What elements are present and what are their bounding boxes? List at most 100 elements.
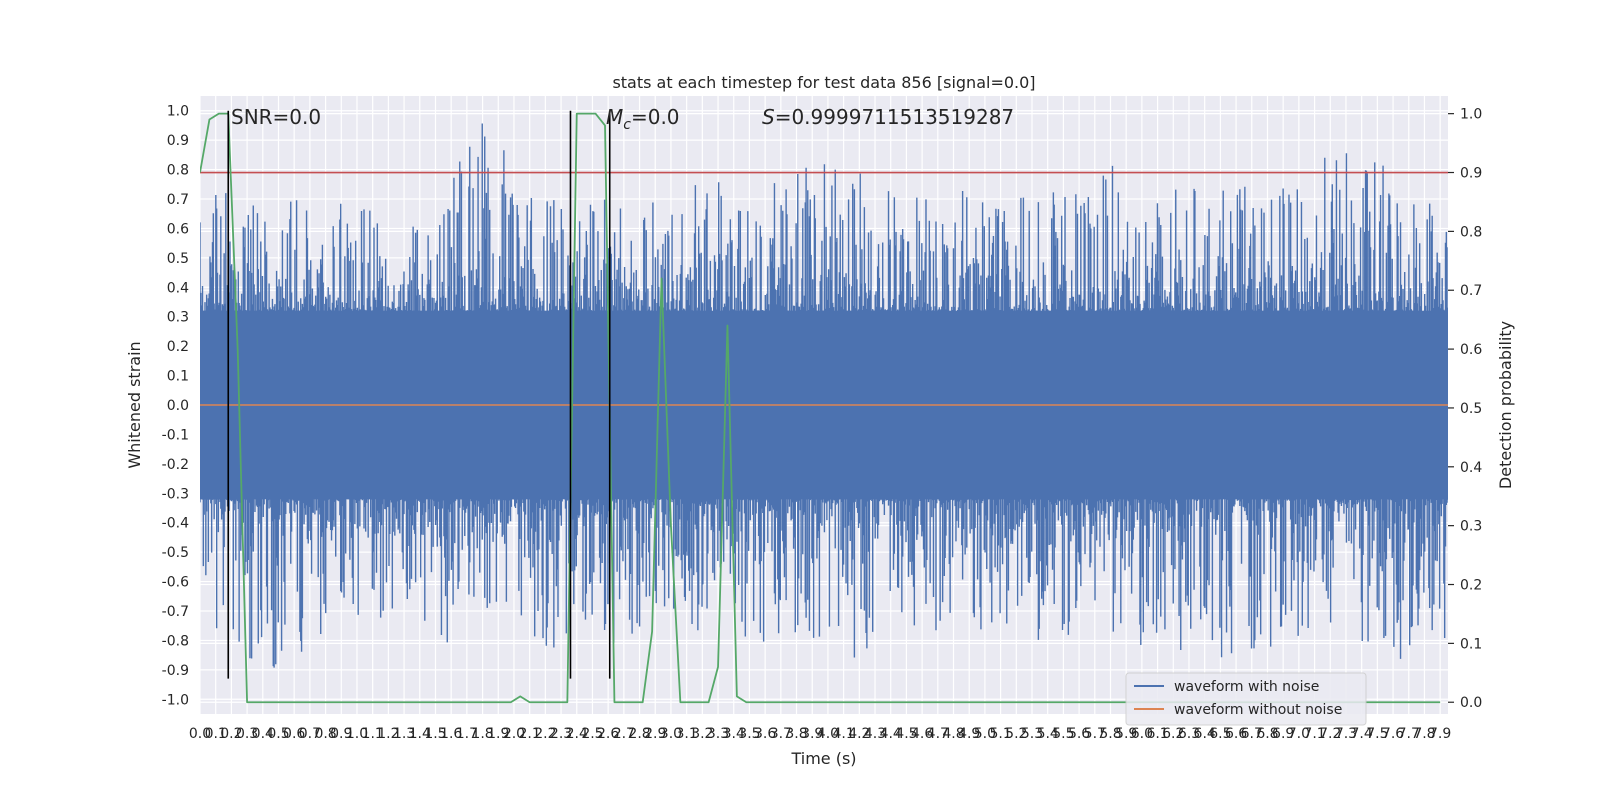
x-tick-label: 0.7	[299, 726, 321, 742]
x-tick-label: 7.3	[1335, 726, 1357, 742]
y-tick-label-left: 0.5	[167, 251, 189, 267]
x-tick-label: 5.1	[989, 726, 1011, 742]
x-tick-label: 3.7	[770, 726, 792, 742]
y-axis-left-ticks: 1.0 0.9 0.8 0.7 0.6 0.5 0.4 0.3 0.2 0.1 0.0 -0.1 -0.…	[162, 104, 189, 709]
x-tick-label: 4.0	[817, 726, 839, 742]
y-tick-label-right: 0.6	[1460, 342, 1482, 358]
x-tick-label: 2.3	[550, 726, 572, 742]
legend: waveform with noise waveform without noi…	[1125, 672, 1367, 726]
x-tick-label: 7.0	[1288, 726, 1310, 742]
x-tick-label: 2.1	[519, 726, 541, 742]
x-tick-label: 5.4	[1037, 726, 1059, 742]
y-tick-label-right: 0.2	[1460, 578, 1482, 594]
x-tick-label: 1.9	[487, 726, 509, 742]
x-tick-label: 3.1	[676, 726, 698, 742]
x-tick-label: 5.0	[974, 726, 996, 742]
x-tick-label: 4.6	[911, 726, 933, 742]
x-tick-label: 6.3	[1178, 726, 1200, 742]
x-tick-label: 7.8	[1413, 726, 1435, 742]
x-tick-label: 3.3	[707, 726, 729, 742]
y-tick-label-left: 0.7	[167, 192, 189, 208]
y-tick-label-right: 0.9	[1460, 166, 1482, 182]
legend-box	[1125, 672, 1367, 726]
y-tick-label-left: -0.3	[162, 486, 189, 502]
y-tick-label-right: 0.0	[1460, 695, 1482, 711]
x-tick-label: 2.9	[644, 726, 666, 742]
x-tick-label: 0.5	[267, 726, 289, 742]
x-tick-label: 2.2	[534, 726, 556, 742]
x-tick-label: 1.2	[377, 726, 399, 742]
x-tick-label: 0.2	[220, 726, 242, 742]
y-tick-label-left: -0.7	[162, 604, 189, 620]
y-tick-label-left: 0.6	[167, 221, 189, 237]
x-tick-label: 1.1	[362, 726, 384, 742]
x-tick-label: 1.8	[471, 726, 493, 742]
x-tick-label: 4.8	[942, 726, 964, 742]
x-tick-label: 7.4	[1351, 726, 1373, 742]
y-tick-label-left: 1.0	[167, 104, 189, 120]
y-tick-label-right: 0.1	[1460, 636, 1482, 652]
x-tick-label: 1.3	[393, 726, 415, 742]
x-tick-label: 6.4	[1194, 726, 1216, 742]
y-tick-label-right: 0.4	[1460, 460, 1482, 476]
y-tick-label-left: -0.4	[162, 516, 189, 532]
x-tick-label: 4.7	[927, 726, 949, 742]
y-tick-label-left: -0.6	[162, 575, 189, 591]
x-tick-label: 1.4	[409, 726, 431, 742]
marker-lines	[227, 110, 611, 679]
x-tick-label: 3.5	[738, 726, 760, 742]
y-tick-label-left: -0.5	[162, 545, 189, 561]
x-tick-label: 4.1	[832, 726, 854, 742]
x-tick-label: 2.6	[597, 726, 619, 742]
x-tick-label: 4.4	[880, 726, 902, 742]
x-tick-label: 7.6	[1382, 726, 1404, 742]
legend-label-without-noise: waveform without noise	[1174, 702, 1342, 718]
y-tick-label-left: 0.3	[167, 310, 189, 326]
y-tick-label-left: -0.8	[162, 633, 189, 649]
x-axis-label: Time (s)	[790, 749, 856, 768]
x-tick-label: 3.8	[785, 726, 807, 742]
x-tick-label: 6.1	[1146, 726, 1168, 742]
x-tick-label: 5.5	[1052, 726, 1074, 742]
x-tick-label: 7.5	[1366, 726, 1388, 742]
x-tick-label: 6.8	[1256, 726, 1278, 742]
x-tick-label: 4.9	[958, 726, 980, 742]
x-tick-label: 3.9	[801, 726, 823, 742]
x-tick-label: 4.2	[848, 726, 870, 742]
x-tick-label: 7.9	[1429, 726, 1451, 742]
x-tick-label: 0.4	[252, 726, 274, 742]
y-tick-label-left: 0.1	[167, 369, 189, 385]
x-tick-label: 7.7	[1398, 726, 1420, 742]
x-tick-label: 0.1	[205, 726, 227, 742]
x-tick-label: 2.7	[613, 726, 635, 742]
snr-annotation: SNR=0.0	[231, 105, 321, 129]
x-tick-label: 2.5	[581, 726, 603, 742]
score-annotation: S=0.9999711513519287	[762, 105, 1014, 129]
chart-title: stats at each timestep for test data 856…	[612, 73, 1035, 92]
y-tick-label-left: -1.0	[162, 692, 189, 708]
y-tick-label-left: 0.8	[167, 163, 189, 179]
y-tick-label-left: 0.4	[167, 280, 189, 296]
x-tick-label: 3.2	[691, 726, 713, 742]
y-tick-label-right: 0.5	[1460, 401, 1482, 417]
x-tick-label: 5.2	[1005, 726, 1027, 742]
x-tick-label: 4.5	[895, 726, 917, 742]
x-axis-ticks: 0.00.10.20.30.40.50.60.70.80.91.01.11.21…	[189, 726, 1451, 742]
x-tick-label: 3.6	[754, 726, 776, 742]
x-tick-label: 6.7	[1241, 726, 1263, 742]
x-tick-label: 6.5	[1209, 726, 1231, 742]
x-tick-label: 5.7	[1084, 726, 1106, 742]
x-tick-label: 0.8	[314, 726, 336, 742]
x-tick-label: 0.3	[236, 726, 258, 742]
x-tick-label: 1.5	[424, 726, 446, 742]
x-tick-label: 7.2	[1319, 726, 1341, 742]
y-tick-label-left: -0.9	[162, 663, 189, 679]
x-tick-label: 5.8	[1099, 726, 1121, 742]
x-tick-label: 0.9	[330, 726, 352, 742]
x-tick-label: 1.0	[346, 726, 368, 742]
x-tick-label: 1.6	[440, 726, 462, 742]
x-tick-label: 2.4	[566, 726, 588, 742]
x-tick-label: 3.4	[723, 726, 745, 742]
